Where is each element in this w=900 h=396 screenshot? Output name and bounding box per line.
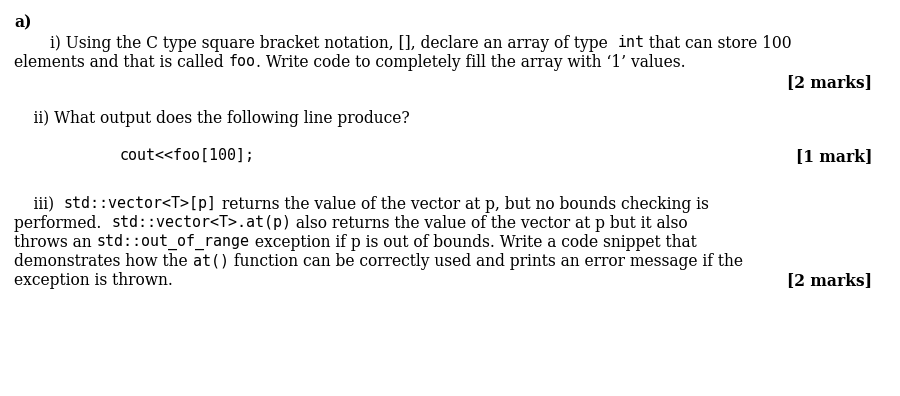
Text: demonstrates how the: demonstrates how the bbox=[14, 253, 193, 270]
Text: a): a) bbox=[14, 14, 32, 31]
Text: returns the value of the vector at p, but no bounds checking is: returns the value of the vector at p, bu… bbox=[217, 196, 709, 213]
Text: int: int bbox=[617, 35, 644, 50]
Text: [2 marks]: [2 marks] bbox=[787, 74, 872, 91]
Text: iii): iii) bbox=[14, 196, 64, 213]
Text: i) Using the C type square bracket notation, [], declare an array of type: i) Using the C type square bracket notat… bbox=[50, 35, 617, 52]
Text: cout<<foo[100];: cout<<foo[100]; bbox=[120, 148, 255, 163]
Text: std::vector<T>[p]: std::vector<T>[p] bbox=[64, 196, 217, 211]
Text: [1 mark]: [1 mark] bbox=[796, 148, 872, 165]
Text: that can store 100: that can store 100 bbox=[644, 35, 792, 52]
Text: function can be correctly used and prints an error message if the: function can be correctly used and print… bbox=[229, 253, 742, 270]
Text: exception if p is out of bounds. Write a code snippet that: exception if p is out of bounds. Write a… bbox=[249, 234, 697, 251]
Text: ii) What output does the following line produce?: ii) What output does the following line … bbox=[14, 110, 410, 127]
Text: [2 marks]: [2 marks] bbox=[787, 272, 872, 289]
Text: std::out_of_range: std::out_of_range bbox=[96, 234, 249, 250]
Text: also returns the value of the vector at p but it also: also returns the value of the vector at … bbox=[291, 215, 688, 232]
Text: performed.: performed. bbox=[14, 215, 111, 232]
Text: throws an: throws an bbox=[14, 234, 96, 251]
Text: elements and that is called: elements and that is called bbox=[14, 54, 229, 71]
Text: exception is thrown.: exception is thrown. bbox=[14, 272, 173, 289]
Text: at(): at() bbox=[193, 253, 229, 268]
Text: foo: foo bbox=[229, 54, 256, 69]
Text: std::vector<T>.at(p): std::vector<T>.at(p) bbox=[111, 215, 291, 230]
Text: . Write code to completely fill the array with ‘1’ values.: . Write code to completely fill the arra… bbox=[256, 54, 685, 71]
